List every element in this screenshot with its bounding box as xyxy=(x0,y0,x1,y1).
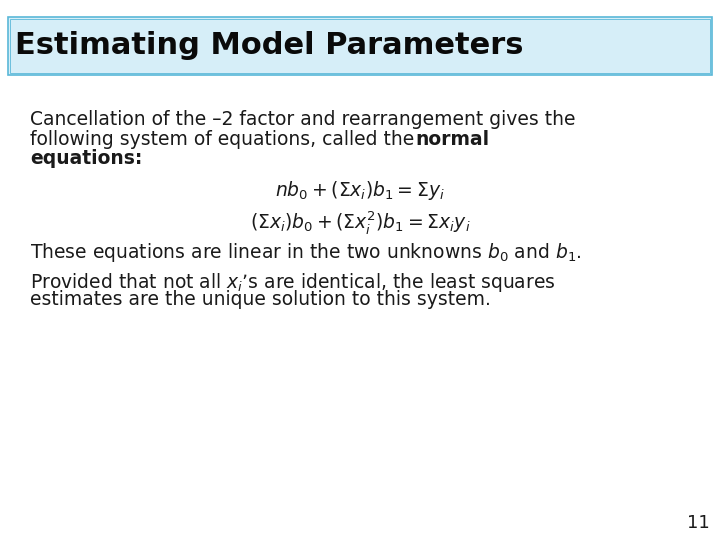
Text: Cancellation of the –2 factor and rearrangement gives the: Cancellation of the –2 factor and rearra… xyxy=(30,110,575,129)
Text: $(\Sigma x_i)b_0 + (\Sigma x_i^2)b_1 = \Sigma x_iy_i$: $(\Sigma x_i)b_0 + (\Sigma x_i^2)b_1 = \… xyxy=(250,209,470,236)
Text: following system of equations, called the: following system of equations, called th… xyxy=(30,130,420,148)
Text: 11: 11 xyxy=(688,514,710,532)
Text: estimates are the unique solution to this system.: estimates are the unique solution to thi… xyxy=(30,291,491,309)
Text: These equations are linear in the two unknowns $b_0$ and $b_1$.: These equations are linear in the two un… xyxy=(30,241,582,264)
Text: equations:: equations: xyxy=(30,149,143,168)
Text: normal: normal xyxy=(415,130,489,148)
Text: $nb_0 + (\Sigma x_i)b_1 = \Sigma y_i$: $nb_0 + (\Sigma x_i)b_1 = \Sigma y_i$ xyxy=(275,179,445,202)
Text: Provided that not all $x_i$’s are identical, the least squares: Provided that not all $x_i$’s are identi… xyxy=(30,271,556,294)
FancyBboxPatch shape xyxy=(8,17,712,75)
Text: Estimating Model Parameters: Estimating Model Parameters xyxy=(15,31,523,60)
